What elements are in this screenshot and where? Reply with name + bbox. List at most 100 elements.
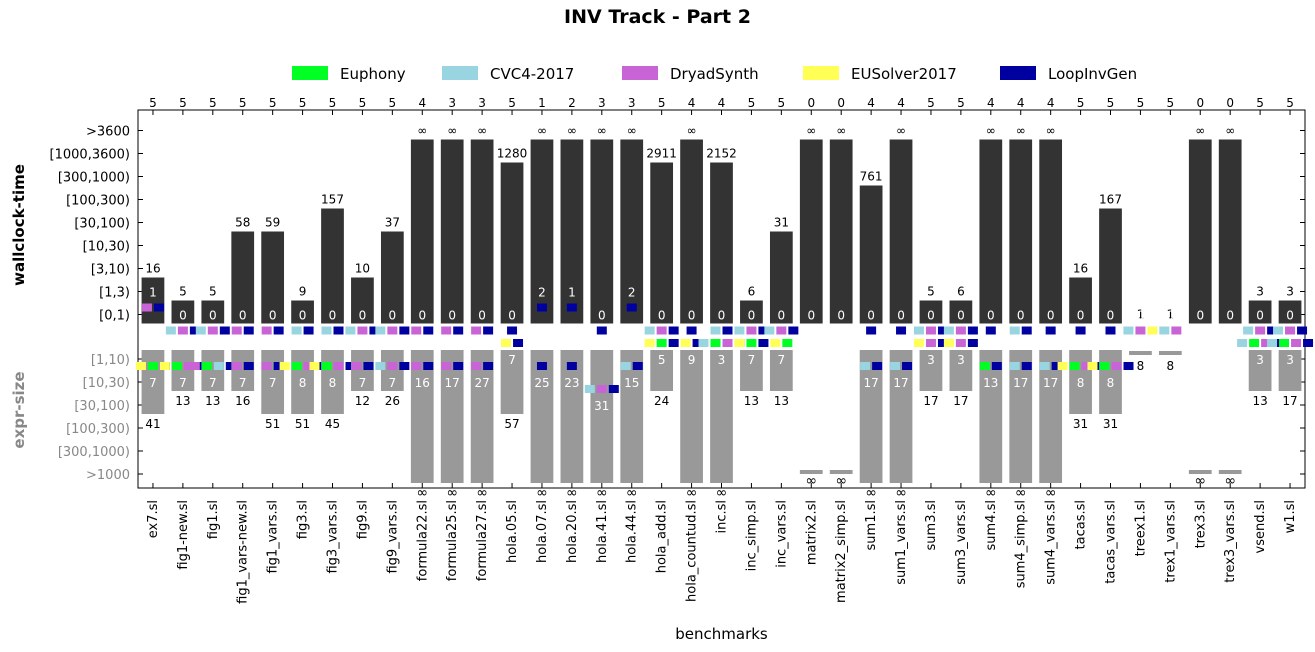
- time-bar: [590, 139, 614, 324]
- smallest-solver-swatch: [890, 362, 901, 370]
- fastest-time-label: 0: [1196, 309, 1204, 323]
- chart-title: INV Track - Part 2: [564, 6, 751, 28]
- smallest-solver-swatch: [1291, 339, 1302, 347]
- fastest-time-label: 0: [1077, 309, 1085, 323]
- smallest-solver-swatch: [273, 362, 284, 370]
- fastest-solver-swatch: [345, 326, 356, 335]
- smallest-solver-swatch: [351, 362, 362, 370]
- fastest-solver-swatch: [453, 326, 464, 335]
- fastest-solver-swatch: [507, 326, 518, 335]
- time-bar-label: 6: [748, 285, 756, 299]
- time-bar-label: 3: [1286, 285, 1294, 299]
- size-tick-label: [300,1000): [58, 445, 130, 460]
- smallest-solver-swatch: [1303, 339, 1314, 347]
- smallest-size-label: 3: [927, 353, 935, 367]
- smallest-solver-swatch: [656, 339, 667, 347]
- legend-swatch-euphony: [292, 66, 328, 80]
- fastest-solver-swatch: [195, 326, 206, 335]
- fastest-solver-swatch: [626, 303, 637, 312]
- fastest-time-label: 2: [628, 286, 636, 300]
- time-bar-label: 16: [1073, 262, 1088, 276]
- smallest-size-label: 7: [239, 376, 247, 390]
- smallest-solver-swatch: [1273, 339, 1284, 347]
- time-bar: [141, 277, 165, 324]
- fastest-solver-swatch: [411, 326, 422, 335]
- fastest-solver-swatch: [1045, 326, 1056, 335]
- size-bar: [201, 350, 225, 391]
- smallest-solver-swatch: [1123, 362, 1134, 370]
- time-bar-label: 10: [355, 262, 370, 276]
- smallest-solver-swatch: [147, 362, 158, 370]
- time-bar: [1278, 300, 1302, 324]
- size-bar: [889, 350, 913, 483]
- benchmark-label: sum4_vars.sl: [1044, 500, 1059, 585]
- time-bar: [261, 231, 285, 324]
- fastest-solver-swatch: [321, 326, 332, 335]
- time-bar: [710, 162, 733, 324]
- smallest-solver-swatch: [722, 339, 733, 347]
- fastest-solver-swatch: [967, 326, 978, 335]
- smallest-solver-swatch: [453, 362, 464, 370]
- time-tick-label: [300,1000): [58, 171, 130, 186]
- smallest-solver-swatch: [189, 362, 200, 370]
- time-bar: [470, 139, 494, 324]
- solved-count-label: 5: [389, 96, 397, 110]
- time-bar-label: 2152: [706, 147, 737, 161]
- time-bar: [829, 139, 853, 324]
- smallest-solver-swatch: [1237, 339, 1248, 347]
- solved-count-label: 5: [1107, 96, 1115, 110]
- time-bar: [380, 231, 404, 324]
- smallest-solver-swatch: [1069, 362, 1080, 370]
- fastest-solver-swatch: [1075, 326, 1086, 335]
- time-bar: [979, 139, 1003, 324]
- time-bar-label: 58: [235, 216, 250, 230]
- time-bar-label: ∞: [447, 124, 457, 138]
- fastest-solver-swatch: [776, 326, 787, 335]
- fastest-solver-swatch: [471, 326, 482, 335]
- size-bar-label: ∞: [895, 485, 907, 501]
- fastest-time-label: 0: [1167, 309, 1175, 323]
- smallest-solver-swatch: [1099, 362, 1110, 370]
- legend-swatch-eusolver2017: [803, 66, 839, 80]
- time-bar: [1188, 139, 1212, 324]
- smallest-size-label: 17: [893, 376, 908, 390]
- time-bar: [740, 300, 763, 324]
- fastest-solver-swatch: [925, 326, 936, 335]
- fastest-time-label: 0: [269, 309, 277, 323]
- benchmark-label: tacas.sl: [1074, 500, 1089, 549]
- time-bar-label: 3: [1256, 285, 1264, 299]
- smallest-size-label: 3: [957, 353, 965, 367]
- fastest-solver-swatch: [303, 326, 314, 335]
- time-bar-label: ∞: [896, 124, 906, 138]
- fastest-solver-swatch: [656, 326, 667, 335]
- smallest-solver-swatch: [315, 362, 326, 370]
- smallest-size-label: 8: [1077, 376, 1085, 390]
- solved-count-label: 5: [239, 96, 247, 110]
- smallest-solver-swatch: [1009, 362, 1020, 370]
- smallest-solver-swatch: [261, 362, 272, 370]
- smallest-solver-swatch: [399, 362, 410, 370]
- smallest-solver-swatch: [668, 339, 679, 347]
- benchmark-label: ex7.sl: [146, 500, 161, 538]
- time-bar: [171, 300, 195, 324]
- smallest-solver-swatch: [1039, 362, 1050, 370]
- smallest-solver-swatch: [1021, 362, 1032, 370]
- fastest-solver-swatch: [219, 326, 230, 335]
- size-bar-label: ∞: [416, 485, 428, 501]
- size-bar-label: ∞: [686, 485, 698, 501]
- fastest-time-label: 0: [807, 309, 815, 323]
- smallest-size-label: 7: [149, 376, 157, 390]
- solved-count-label: 5: [658, 96, 666, 110]
- size-bar: [769, 350, 793, 391]
- time-tick-label: [1,3): [99, 286, 130, 301]
- fastest-solver-swatch: [483, 326, 494, 335]
- smallest-size-label: 7: [359, 376, 367, 390]
- fastest-solver-swatch: [866, 326, 877, 335]
- solved-count-label: 3: [448, 96, 456, 110]
- size-bar: [1278, 350, 1302, 391]
- solved-count-label: 5: [299, 96, 307, 110]
- smallest-size-label: 7: [748, 353, 756, 367]
- solved-count-label: 5: [359, 96, 367, 110]
- benchmark-label: hola.44.sl: [625, 500, 640, 563]
- solved-count-label: 0: [1196, 96, 1204, 110]
